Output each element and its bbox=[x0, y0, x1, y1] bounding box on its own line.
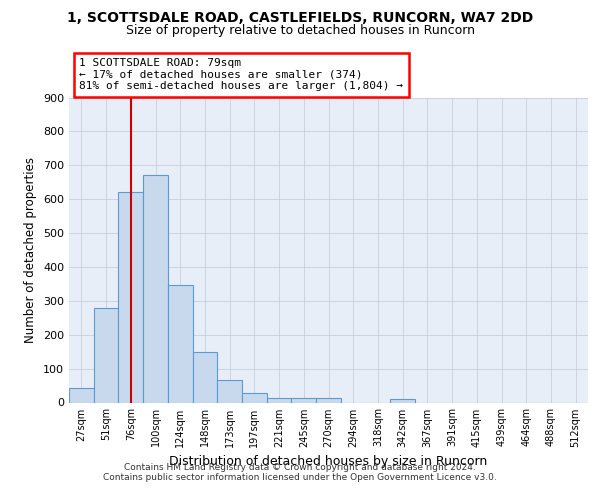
Bar bbox=[168, 284, 193, 403]
X-axis label: Distribution of detached houses by size in Runcorn: Distribution of detached houses by size … bbox=[169, 455, 488, 468]
Text: 1 SCOTTSDALE ROAD: 79sqm
← 17% of detached houses are smaller (374)
81% of semi-: 1 SCOTTSDALE ROAD: 79sqm ← 17% of detach… bbox=[79, 58, 403, 92]
Bar bbox=[143, 176, 168, 402]
Text: Contains HM Land Registry data © Crown copyright and database right 2024.
Contai: Contains HM Land Registry data © Crown c… bbox=[103, 462, 497, 482]
Bar bbox=[118, 192, 143, 402]
Bar bbox=[94, 308, 118, 402]
Bar bbox=[193, 352, 217, 403]
Bar bbox=[69, 388, 94, 402]
Text: 1, SCOTTSDALE ROAD, CASTLEFIELDS, RUNCORN, WA7 2DD: 1, SCOTTSDALE ROAD, CASTLEFIELDS, RUNCOR… bbox=[67, 11, 533, 25]
Bar bbox=[217, 380, 242, 402]
Bar bbox=[316, 398, 341, 402]
Bar bbox=[292, 398, 316, 402]
Text: Size of property relative to detached houses in Runcorn: Size of property relative to detached ho… bbox=[125, 24, 475, 37]
Bar bbox=[242, 393, 267, 402]
Bar bbox=[267, 398, 292, 402]
Bar bbox=[390, 399, 415, 402]
Y-axis label: Number of detached properties: Number of detached properties bbox=[25, 157, 37, 343]
